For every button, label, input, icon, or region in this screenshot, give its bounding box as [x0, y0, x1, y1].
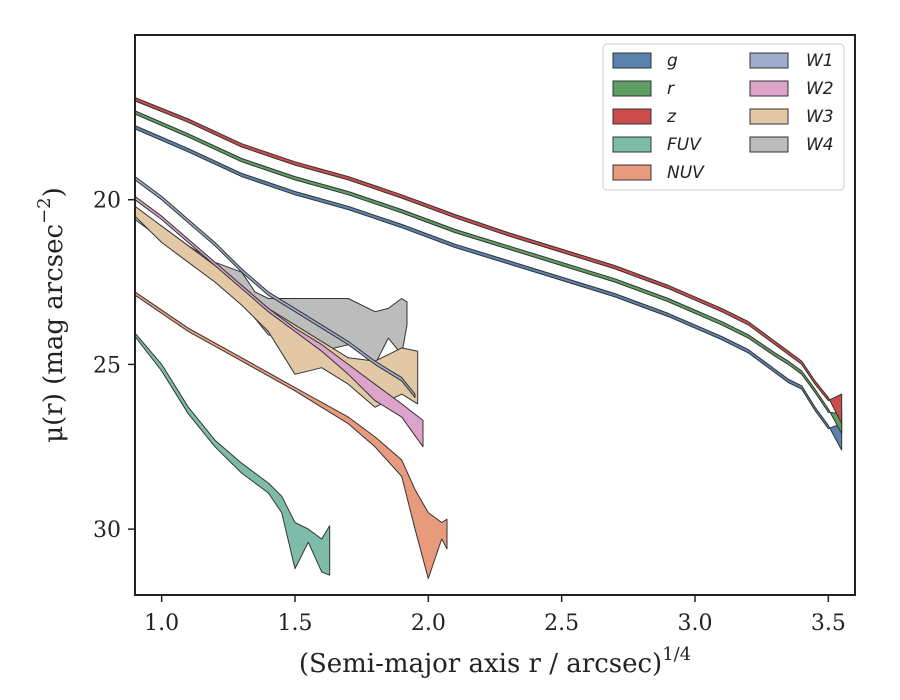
band-fuv [135, 332, 331, 576]
plot-frame [134, 34, 856, 596]
y-tick-label: 20 [93, 189, 121, 214]
band-g [135, 125, 843, 451]
legend-swatch-g [612, 52, 652, 69]
band-r [135, 110, 843, 435]
x-axis-ticks: 1.0 1.5 2.0 2.5 3.0 3.5 [144, 595, 846, 636]
x-tick-label: 1.0 [144, 611, 179, 636]
legend-swatch-r [612, 80, 652, 97]
legend-label-r: r [667, 79, 675, 99]
y-tick-label: 25 [93, 353, 121, 378]
legend-label-w4: W4 [806, 135, 834, 155]
x-tick-label: 2.0 [411, 611, 446, 636]
legend-swatch-w1 [749, 52, 789, 69]
x-tick-label: 3.0 [678, 611, 713, 636]
band-nuv [135, 291, 448, 579]
y-axis-ticks: 20 25 30 [93, 189, 135, 543]
legend-swatch-z [612, 108, 652, 125]
band-z [135, 97, 843, 425]
y-tick-label: 30 [93, 518, 121, 543]
legend-swatch-fuv [612, 136, 652, 153]
legend-swatch-nuv [612, 164, 652, 181]
y-axis-title-text: μ(r) (mag arcsec [39, 224, 69, 443]
legend-label-g: g [667, 51, 678, 71]
legend-swatch-w4 [749, 136, 789, 153]
legend-label-fuv: FUV [667, 135, 702, 155]
legend-label-z: z [666, 107, 677, 127]
y-axis-title-exponent: −2 [34, 197, 55, 224]
legend-label-w3: W3 [806, 107, 834, 127]
x-axis-title-exponent: 1/4 [662, 644, 691, 665]
band-w1 [135, 176, 416, 398]
x-tick-label: 3.5 [811, 611, 846, 636]
legend-label-w2: W2 [806, 79, 834, 99]
legend-label-w1: W1 [806, 51, 834, 71]
y-axis-title: μ(r) (mag arcsec−2) [34, 187, 69, 443]
band-w2 [135, 195, 424, 448]
legend: grz FUV NUV W1 W2 W3 W4 [602, 43, 845, 191]
x-tick-label: 1.5 [278, 611, 313, 636]
series-bands [135, 97, 843, 579]
x-axis-title: (Semi-major axis r / arcsec)1/4 [299, 644, 691, 679]
legend-swatch-w3 [749, 108, 789, 125]
x-axis-title-text: (Semi-major axis r / arcsec) [299, 649, 662, 679]
x-tick-label: 2.5 [544, 611, 579, 636]
legend-label-nuv: NUV [667, 163, 705, 183]
y-axis-title-close: ) [39, 187, 69, 197]
legend-swatch-w2 [749, 80, 789, 97]
